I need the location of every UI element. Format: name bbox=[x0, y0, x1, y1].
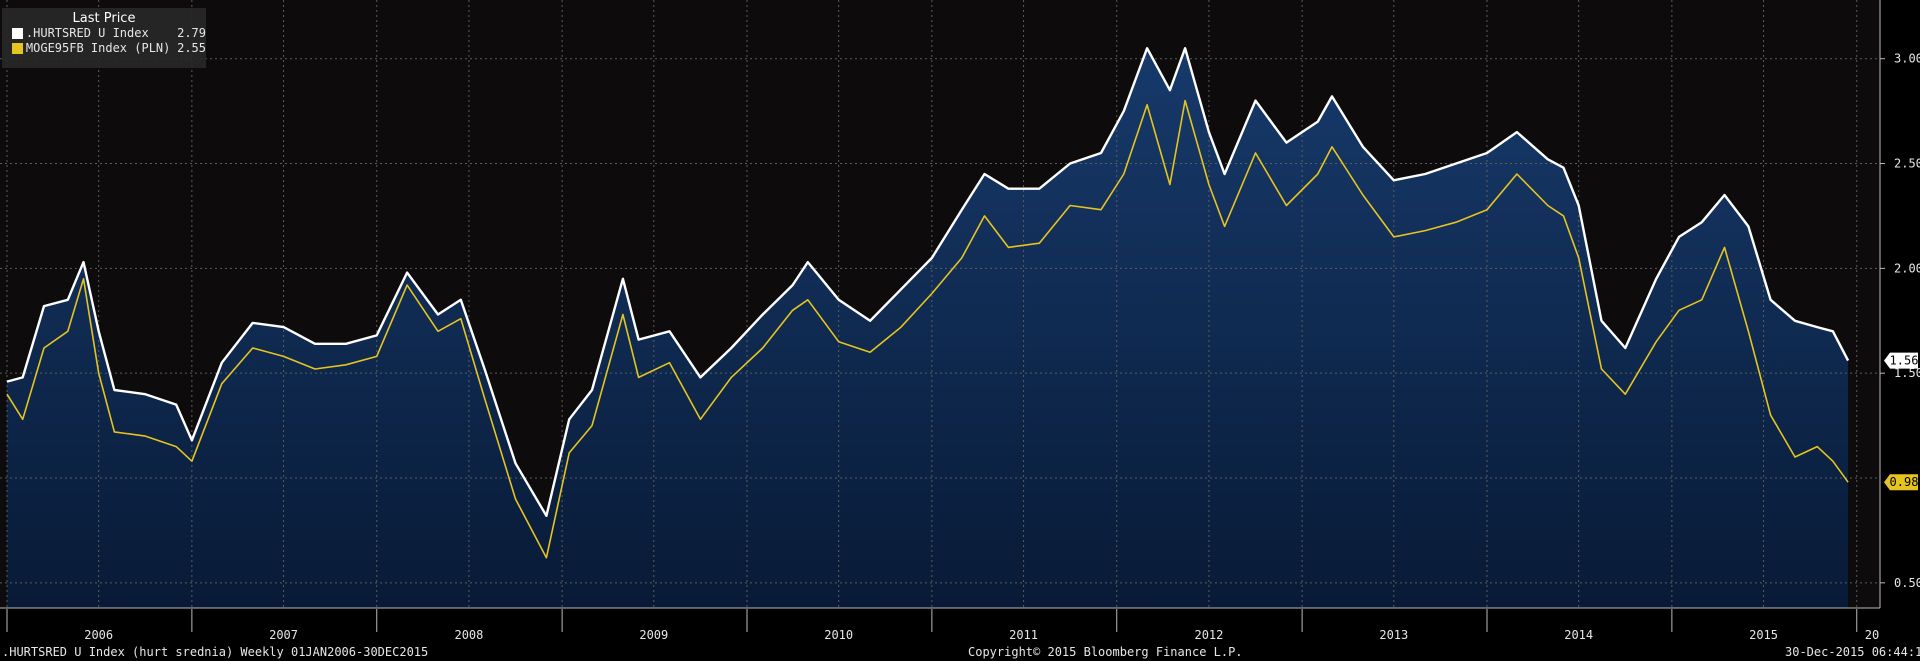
last-value-tag-shape bbox=[1884, 352, 1918, 369]
axis-layer bbox=[0, 0, 1920, 645]
x-tick-label: 2009 bbox=[639, 628, 668, 642]
legend-item-hurtsred[interactable]: .HURTSRED U Index 2.79 bbox=[2, 26, 206, 41]
legend-series-name: MOGE95FB Index (PLN) bbox=[25, 41, 171, 55]
legend-series-value: 2.55 bbox=[177, 41, 206, 55]
x-tick-label: 2013 bbox=[1379, 628, 1408, 642]
legend: Last Price .HURTSRED U Index 2.79 MOGE95… bbox=[2, 8, 206, 68]
x-tick-label: 2014 bbox=[1564, 628, 1593, 642]
series-line-moge95fb bbox=[6, 99, 1849, 559]
last-value-tag-yellow: 0.98 bbox=[1884, 474, 1919, 491]
series-line-hurtsred bbox=[6, 47, 1850, 517]
x-tick-label: 2012 bbox=[1194, 628, 1223, 642]
legend-title: Last Price bbox=[72, 11, 136, 26]
last-value-tag-text: 1.56 bbox=[1890, 354, 1919, 368]
last-value-tag-shape bbox=[1884, 474, 1918, 491]
y-tick-label: 0.50 bbox=[1894, 576, 1920, 590]
legend-item-moge95fb[interactable]: MOGE95FB Index (PLN) 2.55 bbox=[2, 41, 206, 56]
x-tick-label: 2006 bbox=[84, 628, 113, 642]
legend-swatch-white bbox=[12, 28, 23, 39]
y-tick-label: 2.50 bbox=[1894, 157, 1920, 171]
x-axis-band bbox=[0, 609, 1920, 645]
y-tick-label: 2.00 bbox=[1894, 261, 1920, 275]
x-tick-label: 2015 bbox=[1749, 628, 1778, 642]
label-layer: 0.50 1.50 2.00 2.50 3.00 2006 2007 2008 2009 2010… bbox=[84, 52, 1920, 642]
last-value-tag-text: 0.98 bbox=[1890, 475, 1919, 489]
series-layer bbox=[6, 47, 1850, 559]
grid-layer bbox=[0, 0, 1880, 608]
y-tick-label: 1.50 bbox=[1894, 366, 1920, 380]
x-tick-label: 2011 bbox=[1009, 628, 1038, 642]
footer-timestamp: 30-Dec-2015 06:44:12 bbox=[1785, 645, 1920, 659]
x-tick-label: 20 bbox=[1865, 628, 1879, 642]
x-tick-label: 2010 bbox=[824, 628, 853, 642]
area-fill bbox=[7, 48, 1849, 608]
legend-series-name: .HURTSRED U Index bbox=[25, 26, 149, 40]
footer-copyright: Copyright© 2015 Bloomberg Finance L.P. bbox=[968, 645, 1243, 659]
area-layer bbox=[7, 48, 1849, 608]
legend-series-value: 2.79 bbox=[177, 26, 206, 40]
last-value-tag-white: 1.56 bbox=[1884, 352, 1919, 369]
x-tick-label: 2007 bbox=[269, 628, 298, 642]
x-tick-label: 2008 bbox=[454, 628, 483, 642]
legend-swatch-yellow bbox=[12, 43, 23, 54]
y-tick-label: 3.00 bbox=[1894, 52, 1920, 66]
footer-series-description: .HURTSRED U Index (hurt srednia) Weekly … bbox=[2, 645, 429, 659]
